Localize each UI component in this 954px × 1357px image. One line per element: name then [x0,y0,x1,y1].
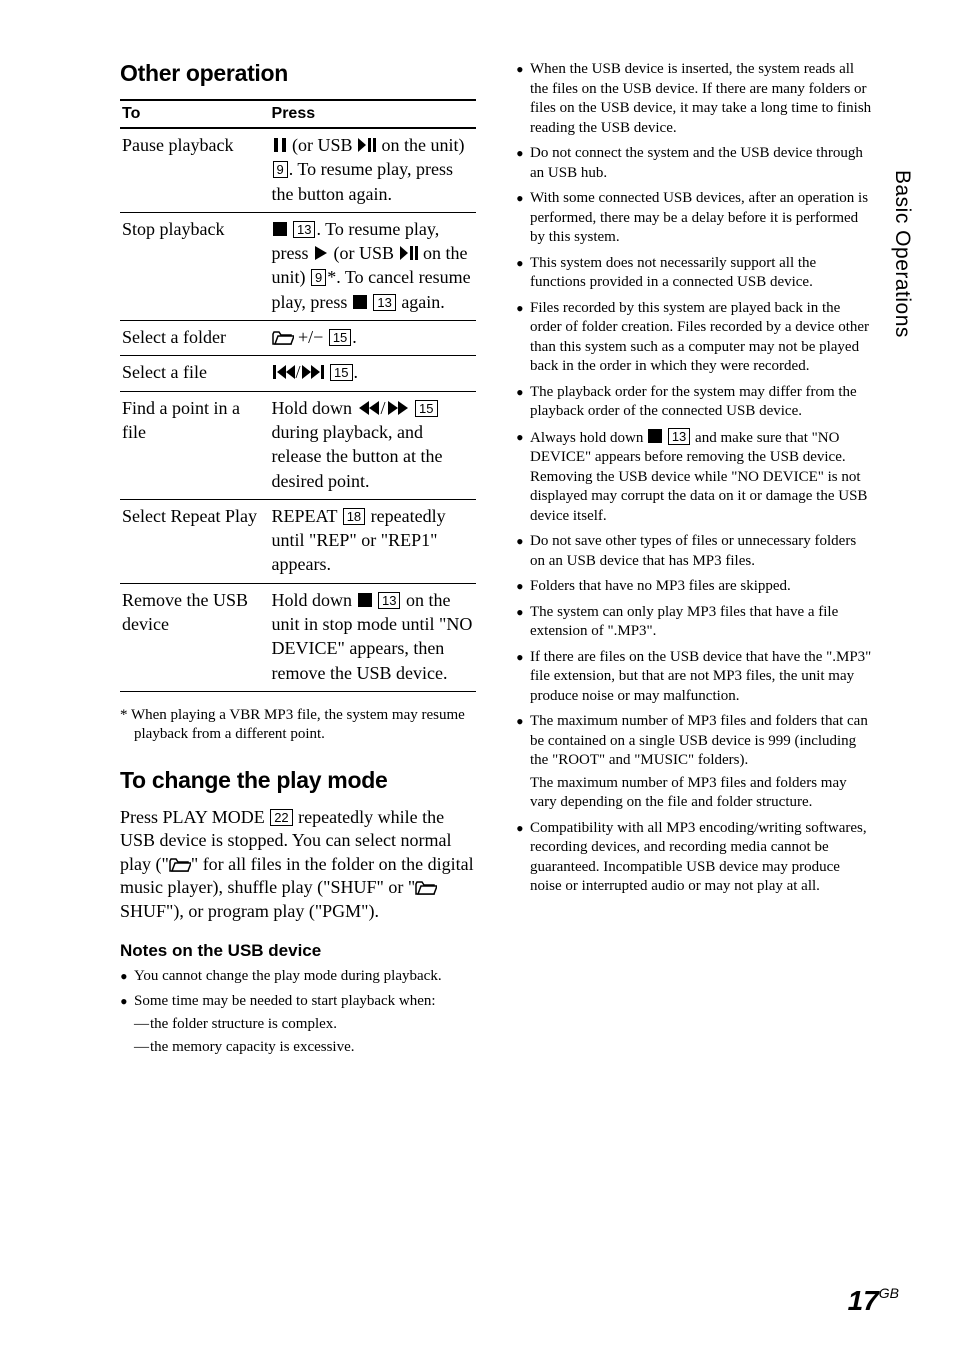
table-cell-press: REPEAT 18 repeatedly until "REP" or "REP… [270,499,476,583]
folder-icon [415,880,437,895]
stop-icon [647,428,663,444]
table-cell-to: Stop playback [120,212,270,320]
other-operation-heading: Other operation [120,60,476,87]
list-item: With some connected USB devices, after a… [516,189,872,248]
playmode-text: Press PLAY MODE 22 repeatedly while the … [120,806,476,923]
list-item: Always hold down 13 and make sure that "… [516,428,872,527]
table-cell-to: Find a point in a file [120,391,270,499]
playmode-heading: To change the play mode [120,767,476,794]
page-number: 17GB [848,1285,899,1317]
box-15: 15 [330,364,352,381]
table-cell-to: Select a file [120,356,270,391]
list-item: The maximum number of MP3 files and fold… [516,712,872,813]
side-tab: Basic Operations [890,170,914,338]
box-9: 9 [311,269,326,286]
sublist-item: the folder structure is complex. [134,1015,476,1035]
table-cell-to: Remove the USB device [120,583,270,691]
play-pause-icon [399,245,419,261]
list-item: This system does not necessarily support… [516,254,872,293]
pause-icon [272,137,288,153]
list-item: Do not connect the system and the USB de… [516,144,872,183]
stop-icon [352,294,368,310]
list-item: Files recorded by this system are played… [516,299,872,377]
stop-icon [272,221,288,237]
table-cell-press: Hold down 13 on the unit in stop mode un… [270,583,476,691]
box-15: 15 [329,329,351,346]
play-pause-icon [357,137,377,153]
notes-usb-subhead: Notes on the USB device [120,941,476,961]
list-item: If there are files on the USB device tha… [516,648,872,707]
notes-right-list: When the USB device is inserted, the sys… [516,60,872,897]
table-cell-to: Select a folder [120,321,270,356]
folder-icon [169,857,191,872]
folder-icon [272,330,294,345]
rewind-icon [357,400,381,416]
list-item: Do not save other types of files or unne… [516,532,872,571]
table-header-to: To [120,100,270,128]
table-cell-press: 13. To resume play, press (or USB on the… [270,212,476,320]
prev-track-icon [272,364,296,380]
list-item: The playback order for the system may di… [516,383,872,422]
next-track-icon [301,364,325,380]
sublist-item: the memory capacity is excessive. [134,1038,476,1058]
box-22: 22 [270,809,292,826]
table-cell-press: +/− 15. [270,321,476,356]
operations-table: To Press Pause playback (or USB on the u… [120,99,476,692]
box-9: 9 [273,161,288,178]
right-column: When the USB device is inserted, the sys… [516,60,894,1064]
table-cell-to: Select Repeat Play [120,499,270,583]
content-columns: Other operation To Press Pause playback … [120,60,894,1064]
table-header-press: Press [270,100,476,128]
box-13: 13 [293,221,315,238]
fast-forward-icon [386,400,410,416]
table-cell-press: / 15. [270,356,476,391]
box-13: 13 [373,294,395,311]
list-item: You cannot change the play mode during p… [120,967,476,987]
box-13: 13 [378,592,400,609]
table-cell-press: Hold down / 15during playback, and relea… [270,391,476,499]
notes-left-list: You cannot change the play mode during p… [120,967,476,1058]
footnote: * When playing a VBR MP3 file, the syste… [120,706,476,745]
box-18: 18 [343,508,365,525]
list-item: Some time may be needed to start playbac… [120,992,476,1058]
list-item: The system can only play MP3 files that … [516,603,872,642]
play-icon [313,245,329,261]
table-cell-press: (or USB on the unit) 9. To resume play, … [270,128,476,212]
list-item: Compatibility with all MP3 encoding/writ… [516,819,872,897]
table-cell-to: Pause playback [120,128,270,212]
stop-icon [357,592,373,608]
list-item: When the USB device is inserted, the sys… [516,60,872,138]
box-15: 15 [415,400,437,417]
left-column: Other operation To Press Pause playback … [120,60,476,1064]
list-item: Folders that have no MP3 files are skipp… [516,577,872,597]
box-13: 13 [668,428,690,445]
